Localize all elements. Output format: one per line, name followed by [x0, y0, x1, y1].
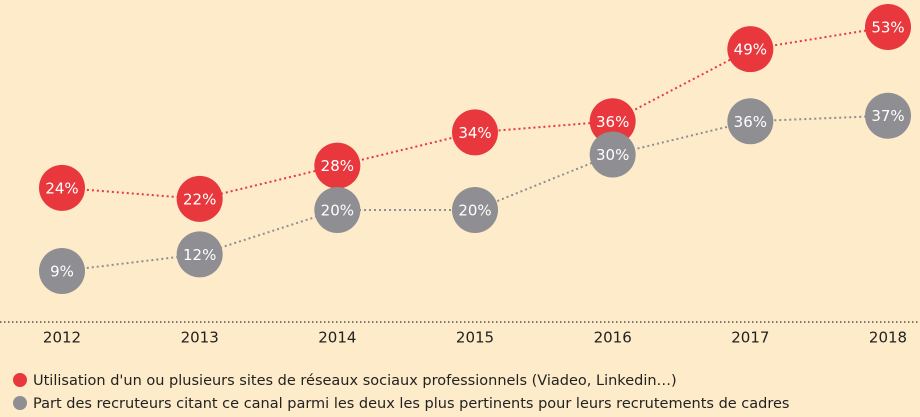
data-label: 53% [871, 19, 904, 37]
data-label: 20% [458, 202, 491, 220]
x-tick-label: 2015 [456, 329, 494, 347]
data-label: 36% [596, 113, 629, 131]
x-tick-label: 2014 [318, 329, 356, 347]
data-label: 24% [45, 179, 78, 197]
data-label: 36% [734, 113, 767, 131]
point [865, 92, 911, 139]
legend-marker [13, 396, 27, 410]
x-tick-label: 2016 [594, 329, 632, 347]
data-label: 49% [734, 41, 767, 59]
point [452, 109, 498, 156]
data-label: 12% [183, 246, 216, 264]
x-tick-label: 2013 [181, 329, 219, 347]
point [727, 98, 774, 145]
data-label: 28% [321, 157, 354, 175]
point [314, 187, 361, 233]
point [727, 26, 774, 73]
point [176, 175, 223, 222]
x-tick-label: 2017 [731, 329, 769, 347]
x-tick-label: 2012 [43, 329, 81, 347]
legend-label: Utilisation d'un ou plusieurs sites de r… [33, 373, 677, 389]
legend-marker [13, 373, 27, 387]
data-label: 22% [183, 190, 216, 208]
data-label: 30% [596, 146, 629, 164]
x-tick-label: 2018 [869, 329, 907, 347]
point [589, 98, 636, 145]
data-label: 34% [458, 124, 491, 142]
point [39, 164, 85, 211]
point [39, 248, 85, 294]
point [314, 142, 361, 189]
point [865, 4, 911, 50]
point [176, 231, 223, 278]
legend-label: Part des recruteurs citant ce canal parm… [33, 396, 789, 412]
data-label: 9% [50, 263, 74, 281]
point [452, 187, 498, 233]
point [589, 131, 636, 178]
data-label: 20% [321, 202, 354, 220]
data-label: 37% [871, 107, 904, 125]
